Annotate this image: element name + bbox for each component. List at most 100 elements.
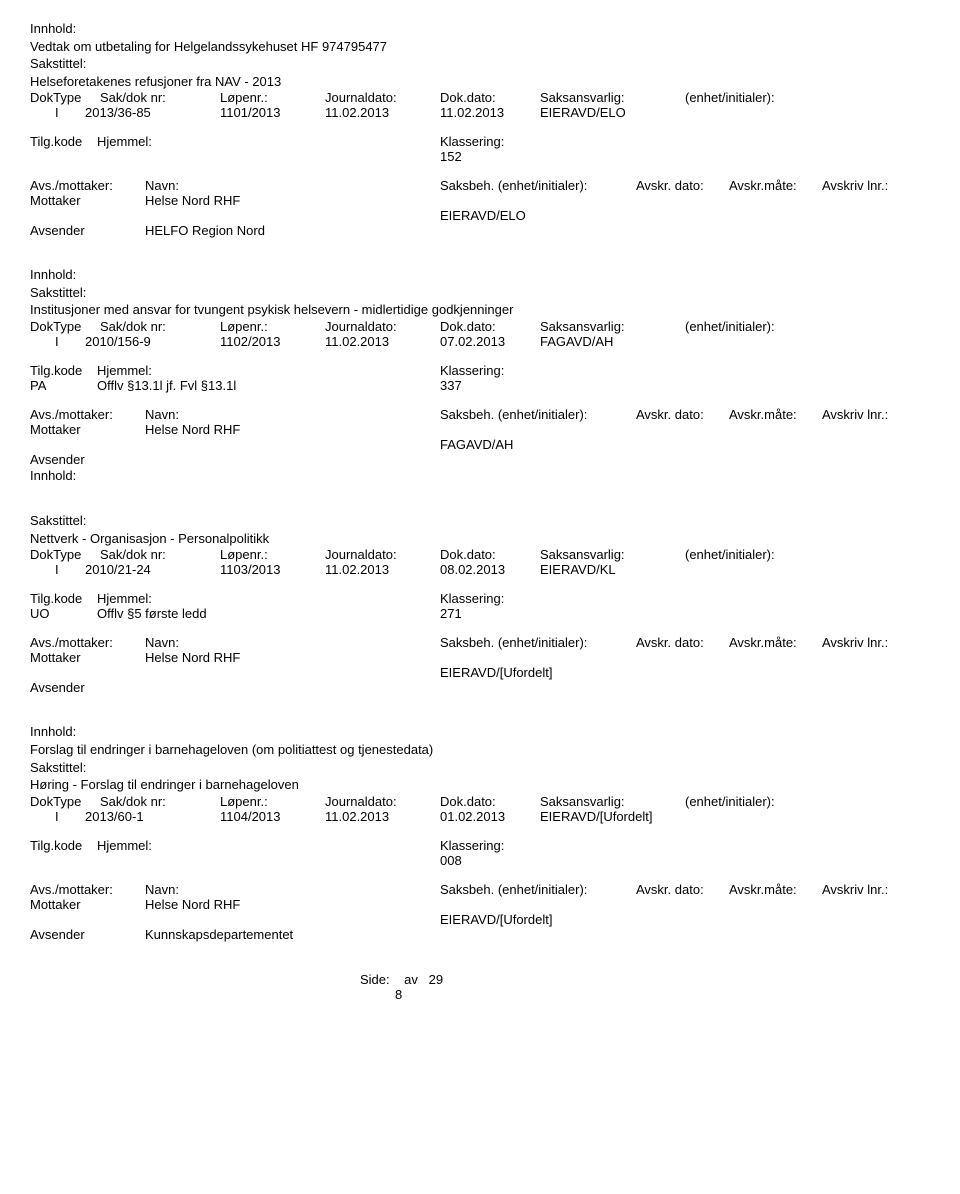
avsender-row: Avsender xyxy=(30,680,930,695)
v-journaldato: 11.02.2013 xyxy=(325,334,440,349)
v-lopenr: 1102/2013 xyxy=(220,334,325,349)
v-tilgkode: UO xyxy=(30,606,97,621)
h-enhetinit: (enhet/initialer): xyxy=(685,319,775,334)
spacer xyxy=(30,665,440,680)
l-avsender: Avsender xyxy=(30,452,145,467)
h-lopenr: Løpenr.: xyxy=(220,319,325,334)
h-saksansvarlig: Saksansvarlig: xyxy=(540,90,685,105)
header-row: DokType Sak/dok nr: Løpenr.: Journaldato… xyxy=(30,547,930,562)
h-sakdoknr: Sak/dok nr: xyxy=(100,319,220,334)
h-doktype: DokType xyxy=(30,90,100,105)
h-dokdato: Dok.dato: xyxy=(440,90,540,105)
v-hjemmel: Offlv §13.1l jf. Fvl §13.1l xyxy=(97,378,440,393)
v-saksbeh: FAGAVD/AH xyxy=(440,437,513,452)
h-lopenr: Løpenr.: xyxy=(220,90,325,105)
v-journaldato: 11.02.2013 xyxy=(325,809,440,824)
h-tilgkode: Tilg.kode xyxy=(30,838,97,853)
h-saksansvarlig: Saksansvarlig: xyxy=(540,794,685,809)
h-navn: Navn: xyxy=(145,882,440,897)
h-avsmottaker: Avs./mottaker: xyxy=(30,178,145,193)
v-mottaker-navn: Helse Nord RHF xyxy=(145,193,240,208)
page-footer: Side: av 29 8 xyxy=(360,972,930,1002)
saksbeh-row: FAGAVD/AH xyxy=(30,437,930,452)
innhold-label: Innhold: xyxy=(30,20,930,38)
h-dokdato: Dok.dato: xyxy=(440,319,540,334)
l-mottaker: Mottaker xyxy=(30,422,145,437)
mottaker-row: Mottaker Helse Nord RHF xyxy=(30,650,930,665)
h-avskrmate: Avskr.måte: xyxy=(729,882,822,897)
value-row: I 2013/60-1 1104/2013 11.02.2013 01.02.2… xyxy=(30,809,930,824)
spacer xyxy=(30,912,440,927)
mottaker-row: Mottaker Helse Nord RHF xyxy=(30,897,930,912)
avs-header: Avs./mottaker: Navn: Saksbeh. (enhet/ini… xyxy=(30,407,930,422)
v-saksansvarlig: EIERAVD/[Ufordelt] xyxy=(540,809,652,824)
h-saksbeh: Saksbeh. (enhet/initialer): xyxy=(440,882,636,897)
mottaker-row: Mottaker Helse Nord RHF xyxy=(30,422,930,437)
innhold-label: Innhold: xyxy=(30,266,930,284)
h-navn: Navn: xyxy=(145,635,440,650)
spacer xyxy=(30,437,440,452)
v-saksansvarlig: EIERAVD/ELO xyxy=(540,105,626,120)
v-tilgkode xyxy=(30,149,97,164)
innhold-label: Innhold: xyxy=(30,723,930,741)
h-navn: Navn: xyxy=(145,178,440,193)
saksbeh-row: EIERAVD/[Ufordelt] xyxy=(30,912,930,927)
v-lopenr: 1101/2013 xyxy=(220,105,325,120)
h-avsmottaker: Avs./mottaker: xyxy=(30,407,145,422)
h-saksansvarlig: Saksansvarlig: xyxy=(540,319,685,334)
v-saksansvarlig: EIERAVD/KL xyxy=(540,562,616,577)
v-sakdoknr: 2013/60-1 xyxy=(85,809,220,824)
h-avskrdato: Avskr. dato: xyxy=(636,882,729,897)
v-tilgkode xyxy=(30,853,97,868)
h-klassering: Klassering: xyxy=(440,134,504,149)
tilg-header: Tilg.kode Hjemmel: Klassering: xyxy=(30,134,930,149)
v-avsender-navn: HELFO Region Nord xyxy=(145,223,265,238)
v-klassering: 008 xyxy=(440,853,462,868)
avs-header: Avs./mottaker: Navn: Saksbeh. (enhet/ini… xyxy=(30,882,930,897)
header-row: DokType Sak/dok nr: Løpenr.: Journaldato… xyxy=(30,90,930,105)
trailing-innhold-label: Innhold: xyxy=(30,467,930,485)
v-klassering: 271 xyxy=(440,606,462,621)
h-hjemmel: Hjemmel: xyxy=(97,591,440,606)
h-doktype: DokType xyxy=(30,794,100,809)
h-avskrdato: Avskr. dato: xyxy=(636,407,729,422)
avsender-row: Avsender xyxy=(30,452,930,467)
v-journaldato: 11.02.2013 xyxy=(325,105,440,120)
innhold-text: Vedtak om utbetaling for Helgelandssykeh… xyxy=(30,38,930,56)
innhold-text: Forslag til endringer i barnehageloven (… xyxy=(30,741,930,759)
v-dokdato: 11.02.2013 xyxy=(440,105,540,120)
v-sakdoknr: 2010/21-24 xyxy=(85,562,220,577)
h-avsmottaker: Avs./mottaker: xyxy=(30,882,145,897)
header-row: DokType Sak/dok nr: Løpenr.: Journaldato… xyxy=(30,794,930,809)
sakstittel-text: Institusjoner med ansvar for tvungent ps… xyxy=(30,301,930,319)
h-doktype: DokType xyxy=(30,547,100,562)
h-avskrmate: Avskr.måte: xyxy=(729,635,822,650)
h-sakdoknr: Sak/dok nr: xyxy=(100,90,220,105)
h-doktype: DokType xyxy=(30,319,100,334)
h-tilgkode: Tilg.kode xyxy=(30,363,97,378)
v-doktype: I xyxy=(30,334,85,349)
h-avskrivlnr: Avskriv lnr.: xyxy=(822,882,888,897)
tilg-value: 152 xyxy=(30,149,930,164)
h-enhetinit: (enhet/initialer): xyxy=(685,90,775,105)
tilg-header: Tilg.kode Hjemmel: Klassering: xyxy=(30,363,930,378)
h-dokdato: Dok.dato: xyxy=(440,547,540,562)
avs-header: Avs./mottaker: Navn: Saksbeh. (enhet/ini… xyxy=(30,635,930,650)
value-row: I 2010/156-9 1102/2013 11.02.2013 07.02.… xyxy=(30,334,930,349)
sakstittel-text: Høring - Forslag til endringer i barneha… xyxy=(30,776,930,794)
h-journaldato: Journaldato: xyxy=(325,547,440,562)
v-hjemmel: Offlv §5 første ledd xyxy=(97,606,440,621)
av-label: av xyxy=(404,972,418,987)
tilg-value: PA Offlv §13.1l jf. Fvl §13.1l 337 xyxy=(30,378,930,393)
v-doktype: I xyxy=(30,105,85,120)
value-row: I 2010/21-24 1103/2013 11.02.2013 08.02.… xyxy=(30,562,930,577)
v-saksbeh: EIERAVD/[Ufordelt] xyxy=(440,912,552,927)
h-saksansvarlig: Saksansvarlig: xyxy=(540,547,685,562)
h-hjemmel: Hjemmel: xyxy=(97,134,440,149)
v-sakdoknr: 2013/36-85 xyxy=(85,105,220,120)
entry-block: Innhold: Forslag til endringer i barneha… xyxy=(30,723,930,941)
avs-header: Avs./mottaker: Navn: Saksbeh. (enhet/ini… xyxy=(30,178,930,193)
avsender-row: Avsender Kunnskapsdepartementet xyxy=(30,927,930,942)
h-klassering: Klassering: xyxy=(440,363,504,378)
h-journaldato: Journaldato: xyxy=(325,794,440,809)
